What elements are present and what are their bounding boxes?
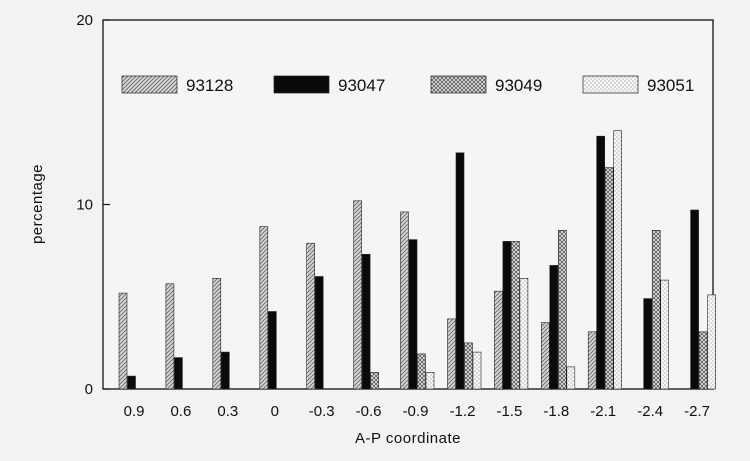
y-tick-label: 20 — [76, 12, 93, 29]
y-tick-label: 10 — [76, 197, 93, 214]
bar-93128-10 — [587, 331, 597, 390]
bar-93047-10 — [596, 135, 606, 390]
bar-93049-5 — [370, 372, 379, 390]
x-tick-label: -2.7 — [684, 403, 710, 420]
bar-93047-2 — [221, 351, 230, 390]
legend-swatch-93128 — [121, 75, 178, 94]
legend-swatch-93049 — [430, 75, 487, 94]
x-tick-label: -2.1 — [590, 403, 616, 420]
bar-93051-8 — [519, 277, 529, 390]
legend-label-93049: 93049 — [495, 76, 542, 95]
bar-93049-11 — [651, 230, 661, 390]
bar-93051-6 — [425, 372, 435, 390]
bar-93047-11 — [643, 298, 653, 390]
y-tick-label: 0 — [85, 381, 93, 398]
bar-93128-1 — [165, 283, 175, 390]
bar-93051-10 — [613, 130, 623, 390]
bar-93049-6 — [417, 353, 426, 390]
x-tick-label: -2.4 — [637, 403, 663, 420]
y-axis-ticks: 0 10 20 — [76, 12, 110, 398]
bar-93047-0 — [127, 375, 136, 390]
bar-93128-9 — [540, 322, 550, 390]
bar-93128-3 — [259, 226, 269, 390]
x-tick-label: -1.8 — [543, 403, 569, 420]
bar-93128-8 — [494, 290, 503, 390]
bar-93049-10 — [604, 167, 614, 390]
x-tick-label: -1.2 — [450, 403, 476, 420]
bar-93047-1 — [174, 357, 183, 390]
x-tick-label: 0.3 — [217, 403, 238, 420]
bar-93051-12 — [707, 294, 716, 390]
bar-93047-3 — [267, 311, 277, 390]
legend-label-93051: 93051 — [647, 76, 694, 95]
x-axis-tick-labels: 0.9 0.6 0.3 0 -0.3 -0.6 -0.9 -1.2 -1.5 -1.8 -2.1 -2… — [124, 403, 710, 420]
x-tick-label: -0.6 — [356, 403, 382, 420]
bars — [118, 130, 716, 390]
x-tick-label: -0.9 — [403, 403, 429, 420]
bar-93047-7 — [455, 152, 465, 390]
legend-label-93128: 93128 — [186, 76, 233, 95]
legend-label-93047: 93047 — [338, 76, 385, 95]
bar-93047-4 — [314, 276, 324, 390]
bar-93047-9 — [549, 265, 559, 390]
bar-93047-6 — [408, 239, 418, 390]
x-tick-label: -1.5 — [496, 403, 522, 420]
bar-93049-12 — [698, 331, 708, 390]
bar-93128-5 — [353, 200, 362, 390]
bar-93049-8 — [511, 241, 520, 390]
bar-93049-7 — [464, 342, 473, 390]
legend-swatch-93047 — [273, 75, 330, 94]
legend: 93128 93047 93049 93051 — [121, 75, 694, 95]
bar-93128-7 — [447, 318, 456, 390]
x-axis-label: A-P coordinate — [355, 430, 461, 447]
bar-93049-9 — [557, 230, 567, 390]
bar-93047-12 — [690, 209, 699, 390]
x-tick-label: -0.3 — [309, 403, 335, 420]
y-axis-label: percentage — [29, 164, 46, 244]
bar-93128-6 — [400, 211, 409, 390]
bar-93128-4 — [306, 242, 316, 390]
x-tick-label: 0.6 — [170, 403, 191, 420]
bar-93051-7 — [472, 351, 482, 390]
bar-93128-0 — [118, 292, 128, 390]
bar-93051-11 — [660, 279, 670, 390]
bar-93047-8 — [502, 241, 512, 390]
bar-93047-5 — [361, 254, 371, 390]
bar-93051-9 — [566, 366, 576, 390]
x-tick-label: 0 — [271, 403, 279, 420]
x-tick-label: 0.9 — [124, 403, 145, 420]
bar-93128-2 — [212, 277, 222, 390]
legend-swatch-93051 — [582, 75, 639, 94]
